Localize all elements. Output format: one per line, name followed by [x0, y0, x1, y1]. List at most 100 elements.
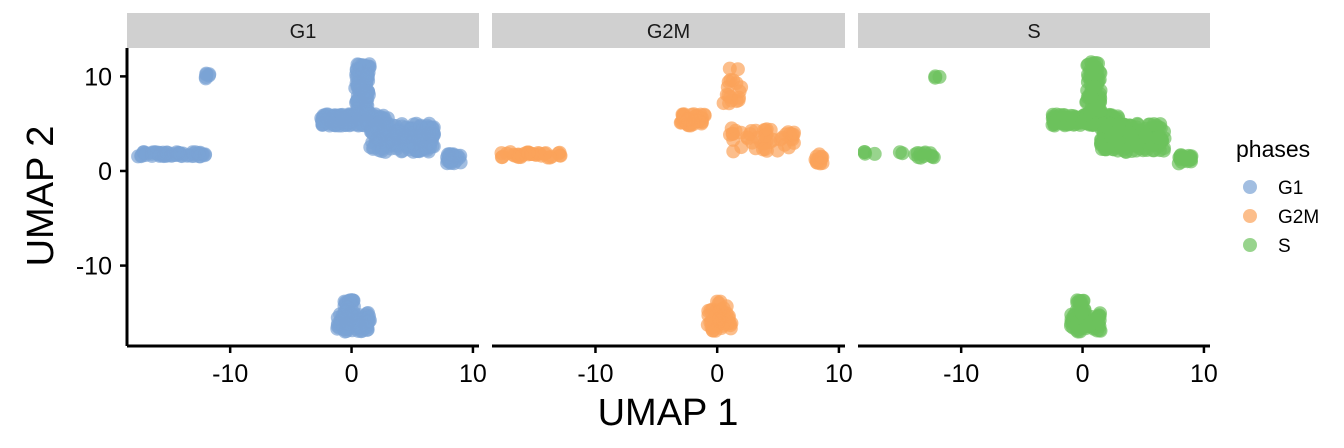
legend-key-s — [1243, 238, 1257, 252]
legend-label-s: S — [1278, 236, 1291, 257]
y-tick-label: -10 — [76, 253, 112, 281]
data-point — [1085, 62, 1100, 77]
data-point — [191, 146, 206, 161]
data-point — [758, 128, 773, 143]
x-tick-label: 0 — [1076, 360, 1090, 388]
data-point — [385, 136, 400, 151]
data-point — [932, 69, 947, 84]
data-point — [1087, 79, 1102, 94]
data-point — [400, 129, 415, 144]
legend-label-g2m: G2M — [1278, 207, 1319, 228]
y-tick-label: 10 — [84, 63, 112, 91]
data-point — [908, 147, 923, 162]
data-point — [413, 118, 428, 133]
data-point — [1151, 130, 1165, 145]
x-tick-label: 0 — [710, 360, 724, 388]
data-point — [1063, 108, 1078, 123]
y-axis-title: UMAP 2 — [20, 126, 62, 267]
data-point — [858, 145, 872, 160]
data-point — [680, 112, 695, 127]
data-point — [360, 105, 375, 120]
axes-layer: -10 0 10 -10 0 10 -10 0 10 10 0 -10 — [76, 48, 1218, 388]
data-point — [1070, 293, 1085, 308]
legend-key-g1 — [1243, 180, 1257, 194]
data-point — [1086, 102, 1101, 117]
x-tick-label: -10 — [943, 360, 979, 388]
legend-label-g1: G1 — [1278, 178, 1303, 199]
data-point — [353, 82, 368, 97]
facets-layer: G1 G2M S — [127, 13, 1210, 339]
data-point — [758, 142, 773, 157]
data-point — [425, 139, 440, 154]
data-point — [521, 145, 536, 160]
data-point — [349, 62, 364, 77]
x-tick-label: 10 — [1190, 360, 1218, 388]
facet-strip-label: G1 — [290, 21, 317, 43]
data-point — [410, 144, 425, 159]
legend-title: phases — [1236, 136, 1310, 162]
points-group — [131, 57, 468, 339]
data-point — [704, 320, 719, 335]
data-point — [723, 73, 738, 87]
facet-strip-label: G2M — [647, 21, 690, 43]
legend: phases G1 G2M S — [1236, 136, 1319, 257]
data-point — [1081, 319, 1096, 334]
data-point — [1129, 143, 1144, 158]
data-point — [1047, 118, 1062, 133]
data-point — [443, 156, 458, 170]
data-point — [722, 315, 737, 330]
data-point — [713, 294, 728, 309]
data-point — [372, 143, 387, 158]
data-point — [691, 113, 706, 128]
data-point — [1110, 124, 1125, 139]
data-point — [1110, 134, 1125, 149]
x-tick-label: 10 — [825, 360, 853, 388]
data-point — [537, 146, 552, 161]
data-point — [351, 323, 366, 338]
facet-strip — [858, 13, 1210, 48]
data-point — [341, 316, 356, 331]
points-group — [858, 55, 1199, 339]
facet-strip — [492, 13, 845, 48]
data-point — [499, 146, 514, 161]
data-point — [1153, 117, 1168, 132]
data-point — [701, 303, 716, 318]
x-tick-label: 0 — [345, 360, 359, 388]
y-tick-label: 0 — [98, 158, 112, 186]
data-point — [199, 66, 214, 81]
x-tick-label: -10 — [212, 360, 248, 388]
data-point — [722, 61, 737, 76]
data-point — [351, 117, 366, 132]
data-point — [1074, 305, 1089, 320]
data-point — [1180, 151, 1195, 166]
data-point — [315, 113, 329, 128]
facet-g1: G1 — [127, 13, 479, 339]
x-tick-label: -10 — [577, 360, 613, 388]
x-tick-label: 10 — [459, 360, 487, 388]
data-point — [349, 95, 364, 110]
legend-key-g2m — [1243, 209, 1257, 223]
data-point — [359, 315, 374, 330]
data-point — [808, 152, 823, 167]
data-point — [175, 146, 190, 161]
data-point — [732, 90, 746, 105]
data-point — [786, 127, 801, 142]
data-point — [1121, 125, 1136, 140]
facet-strip — [127, 13, 479, 48]
data-point — [1138, 129, 1153, 144]
data-point — [368, 118, 383, 133]
data-point — [165, 148, 180, 163]
data-point — [344, 293, 359, 308]
data-point — [740, 131, 755, 146]
data-point — [775, 130, 790, 145]
data-point — [145, 145, 160, 160]
data-point — [330, 319, 345, 334]
data-point — [347, 305, 361, 320]
data-point — [892, 145, 907, 160]
x-axis-title: UMAP 1 — [598, 392, 739, 434]
data-point — [394, 144, 409, 159]
points-group — [494, 61, 830, 338]
facet-g2m: G2M — [492, 13, 845, 338]
facet-strip-label: S — [1027, 21, 1040, 43]
